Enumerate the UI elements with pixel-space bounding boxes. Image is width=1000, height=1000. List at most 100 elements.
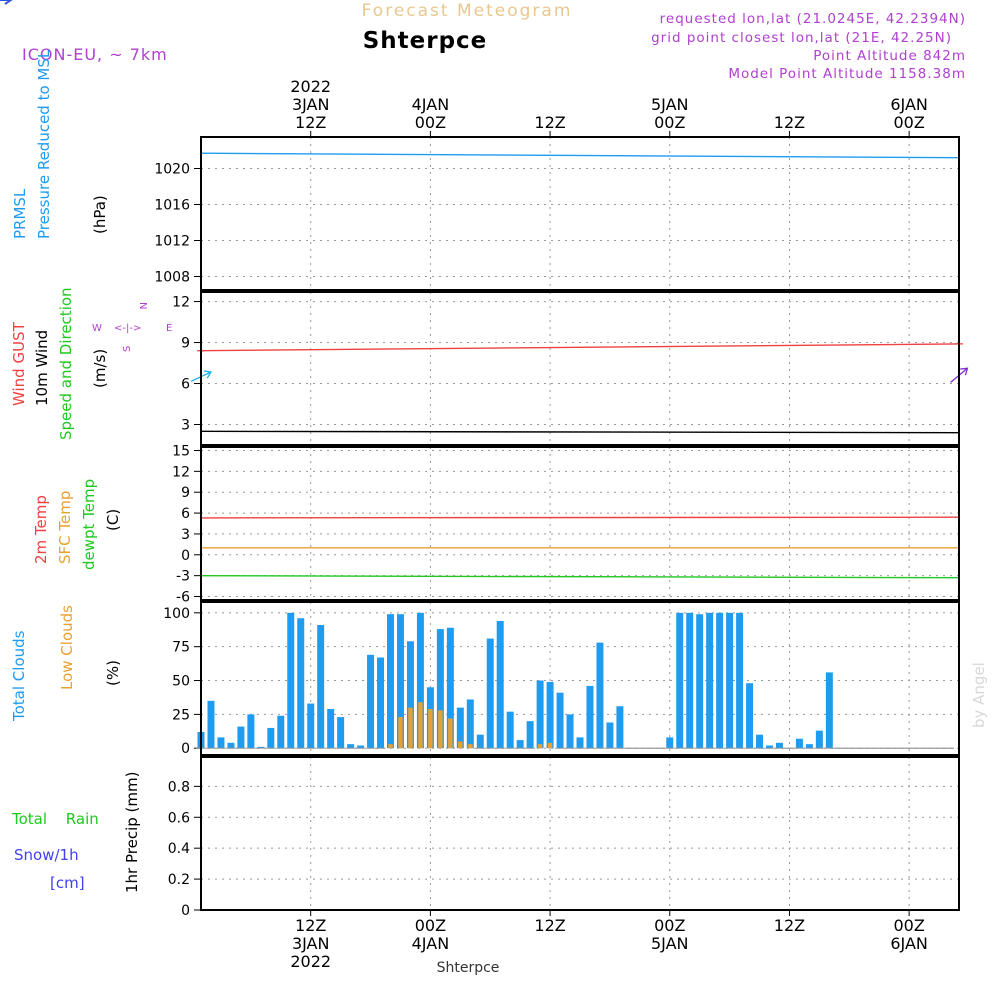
station-title: Shterpce xyxy=(363,28,488,54)
compass-n: N xyxy=(137,302,148,309)
y-tick-label: 1020 xyxy=(154,162,190,178)
bottom-tick-label: 5JAN xyxy=(651,934,689,953)
series-prmsl xyxy=(200,152,960,159)
low-cloud-bar xyxy=(468,744,473,749)
gust-label: Wind GUST xyxy=(10,321,28,406)
top-tick-label: 12Z xyxy=(774,113,805,132)
watermark: by Angel xyxy=(970,662,988,728)
y-tick-label: 9 xyxy=(181,336,190,352)
y-tick-label: 50 xyxy=(172,674,190,690)
total-cloud-bar xyxy=(775,742,783,749)
top-tick-label: 00Z xyxy=(415,113,446,132)
total-cloud-bar xyxy=(526,721,534,749)
dewpt-label: dewpt Temp xyxy=(80,479,98,570)
bottom-tick-label: 00Z xyxy=(654,916,685,935)
total-cloud-bar xyxy=(556,692,564,749)
total-rain-label: Total Rain xyxy=(11,810,99,828)
y-tick-label: 0.2 xyxy=(168,872,190,888)
total-cloud-bar xyxy=(795,738,803,749)
panel-precipitation: 0 0.2 0.4 0.6 0.8 xyxy=(168,756,960,919)
bottom-tick-label: 2022 xyxy=(290,952,331,971)
total-cloud-bar xyxy=(586,685,594,749)
requested-coords: requested lon,lat (21.0245E, 42.2394N) xyxy=(660,11,966,27)
top-tick-label: 12Z xyxy=(534,113,565,132)
bottom-tick-label: 00Z xyxy=(415,916,446,935)
y-tick-label: 1008 xyxy=(154,270,190,286)
total-cloud-bar xyxy=(696,614,704,749)
total-cloud-bar xyxy=(357,745,365,749)
series-wind-gust xyxy=(200,343,960,352)
compass-s: S xyxy=(122,346,133,352)
total-cloud-bar xyxy=(207,700,215,749)
total-cloud-bar xyxy=(436,629,444,749)
total-cloud-bar xyxy=(476,734,484,749)
y-tick-label: 9 xyxy=(181,485,190,501)
y-tick-label: 25 xyxy=(172,707,190,723)
total-cloud-bar xyxy=(815,730,823,749)
total-cloud-bar xyxy=(825,672,833,749)
total-cloud-bar xyxy=(766,745,773,749)
total-cloud-bar xyxy=(337,717,345,749)
low-cloud-bar xyxy=(418,702,423,749)
bottom-tick-label: 12Z xyxy=(534,916,565,935)
low-cloud-bar xyxy=(408,707,413,749)
top-tick-label: 6JAN xyxy=(890,95,928,114)
total-cloud-bar xyxy=(466,699,474,749)
total-cloud-bar xyxy=(317,625,325,749)
total-cloud-bar xyxy=(606,722,614,749)
product-title: Forecast Meteogram xyxy=(362,1,573,21)
grid-point-coords: grid point closest lon,lat (21E, 42.25N) xyxy=(651,30,952,46)
y-tick-label: 0.4 xyxy=(168,841,190,857)
y-tick-label: 75 xyxy=(172,640,190,656)
y-tick-label: 0.8 xyxy=(168,779,190,795)
prmsl-label: PRMSL xyxy=(11,188,29,239)
total-clouds-label: Total Clouds xyxy=(10,630,28,722)
compass-rose: N S W E <-|-> xyxy=(92,302,172,352)
bottom-tick-label: 4JAN xyxy=(412,934,450,953)
total-cloud-bar xyxy=(257,746,265,749)
clouds-unit: (%) xyxy=(104,660,122,686)
total-cloud-bar xyxy=(736,612,744,749)
y-tick-label: 1012 xyxy=(154,234,190,250)
speed-direction-label: Speed and Direction xyxy=(57,287,75,440)
temp-unit: (C) xyxy=(104,509,122,531)
y-tick-label: 15 xyxy=(172,443,190,459)
bottom-tick-label: 6JAN xyxy=(890,934,928,953)
low-cloud-bar xyxy=(438,710,443,749)
total-cloud-bar xyxy=(506,711,514,749)
low-cloud-bar xyxy=(428,708,433,749)
total-cloud-bar xyxy=(716,612,724,749)
total-cloud-bar xyxy=(217,737,225,749)
total-cloud-bar xyxy=(456,707,464,749)
total-cloud-bar xyxy=(576,737,584,749)
pressure-unit: (hPa) xyxy=(91,195,109,234)
y-tick-label: 3 xyxy=(181,527,190,543)
total-cloud-bar xyxy=(706,612,714,749)
total-cloud-bar xyxy=(746,683,754,749)
panel-frame xyxy=(200,291,960,446)
total-cloud-bar xyxy=(446,627,454,749)
low-cloud-bar xyxy=(547,742,553,749)
panel-frame xyxy=(200,446,960,601)
total-cloud-bar xyxy=(756,734,764,749)
top-tick-label: 00Z xyxy=(654,113,685,132)
precip-unit: 1hr Precip (mm) xyxy=(123,772,141,893)
total-cloud-bar xyxy=(227,742,235,749)
total-cloud-bar xyxy=(297,618,305,749)
y-tick-label: 0 xyxy=(181,903,190,919)
wind-unit: (m/s) xyxy=(91,349,109,388)
panel-frame xyxy=(200,756,960,911)
low-cloud-bar xyxy=(537,744,543,749)
total-cloud-bar xyxy=(666,737,674,749)
panel-frame xyxy=(200,136,960,291)
pressure-labels: PRMSL Pressure Reduced to MSL (hPa) xyxy=(11,49,109,239)
panels: 1008 1012 1016 1020 3 6 9 12 -6 -3 0 3 6 9 12 15 0 25 50 75… xyxy=(0,0,969,919)
total-cloud-bar xyxy=(805,744,813,749)
wind10m-label: 10m Wind xyxy=(33,330,51,406)
tsfc-label: SFC Temp xyxy=(56,491,74,564)
temp-labels: 2m Temp SFC Temp dewpt Temp (C) xyxy=(32,479,122,570)
total-cloud-bar xyxy=(416,612,424,749)
y-tick-label: 6 xyxy=(181,506,190,522)
